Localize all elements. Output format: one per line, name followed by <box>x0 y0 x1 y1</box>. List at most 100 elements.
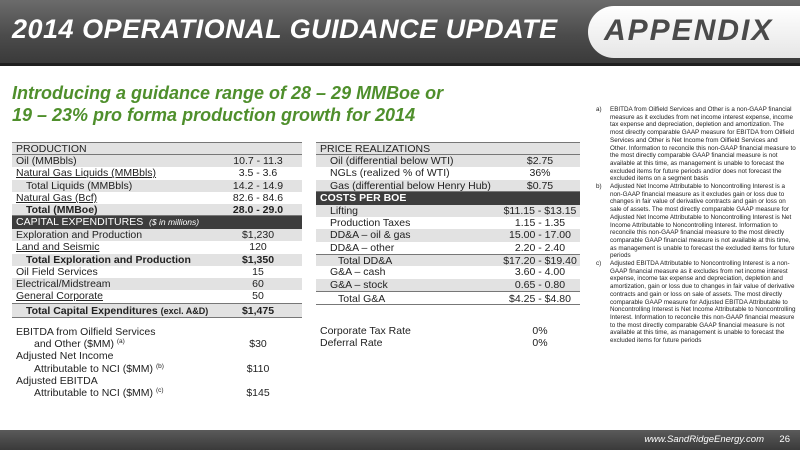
row-label: Oil (MMBbls) <box>16 155 77 167</box>
footnote-ref: (b) <box>155 362 164 370</box>
appendix-badge <box>588 6 800 58</box>
row-label: Total G&A <box>338 292 386 305</box>
row-label: NGLs (realized % of WTI) <box>330 167 450 180</box>
row-value: 2.20 - 2.40 <box>514 241 566 254</box>
table-row: Deferral Rate 0% <box>316 337 580 349</box>
footnote-ref: (c) <box>155 387 164 395</box>
table-row: EBITDA from Oilfield Services <box>12 326 302 338</box>
table-row: Total DD&A $17.20 - $19.40 <box>316 254 580 268</box>
footnotes: a) EBITDA from Oilfield Services and Oth… <box>596 106 796 345</box>
table-row: Gas (differential below Henry Hub) $0.75 <box>316 179 580 192</box>
row-label: Total Capital Expenditures (excl. A&D) <box>26 304 208 319</box>
headline-line-2: 19 – 23% pro forma production growth for… <box>12 105 416 125</box>
row-value: 0% <box>532 337 548 350</box>
website-link[interactable]: www.SandRidgeEnergy.com <box>644 434 764 445</box>
total-capex-suffix: (excl. A&D) <box>160 305 209 316</box>
row-label: Natural Gas Liquids (MMBbls) <box>16 167 157 180</box>
row-label: Natural Gas (Bcf) <box>16 191 98 204</box>
row-value: 3.60 - 4.00 <box>514 266 566 279</box>
row-value: $11.15 - $13.15 <box>503 204 577 217</box>
row-label: Attributable to NCI ($MM) (c) <box>34 387 164 399</box>
table-row: G&A – cash 3.60 - 4.00 <box>316 266 580 278</box>
row-label: DD&A – other <box>330 241 395 254</box>
row-label: G&A – cash <box>330 266 386 279</box>
row-label: Total Liquids (MMBbls) <box>26 179 133 192</box>
table-row: Adjusted Net Income <box>12 350 302 362</box>
row-label: Land and Seismic <box>16 241 100 254</box>
row-value: $1,350 <box>241 253 275 266</box>
row-label: Attributable to NCI ($MM) (b) <box>34 363 164 375</box>
table-row: Corporate Tax Rate 0% <box>316 325 580 337</box>
row-label: G&A – stock <box>330 278 388 291</box>
row-label-text: Attributable to NCI ($MM) <box>34 362 154 375</box>
row-label: Total DD&A <box>338 255 393 268</box>
table-row: Attributable to NCI ($MM) (c) $145 <box>12 387 302 399</box>
headline: Introducing a guidance range of 28 – 29 … <box>12 82 572 126</box>
row-value: 1.15 - 1.35 <box>514 217 566 230</box>
table-row: Adjusted EBITDA <box>12 375 302 387</box>
costs-per-boe-label: COSTS PER BOE <box>320 191 407 204</box>
row-label-text: Attributable to NCI ($MM) <box>34 387 154 400</box>
row-value: $17.20 - $19.40 <box>503 255 577 268</box>
table-row: Natural Gas Liquids (MMBbls) 3.5 - 3.6 <box>12 167 302 179</box>
row-label: Total Exploration and Production <box>26 253 191 266</box>
table-row: Attributable to NCI ($MM) (b) $110 <box>12 363 302 375</box>
row-value: 14.2 - 14.9 <box>232 179 284 192</box>
table-row: G&A – stock 0.65 - 0.80 <box>316 278 580 291</box>
slide-footer: www.SandRidgeEnergy.com 26 <box>0 430 800 450</box>
row-label: Exploration and Production <box>16 228 143 241</box>
row-value: 50 <box>252 290 264 303</box>
row-value: 60 <box>252 278 264 291</box>
table-row: Total Liquids (MMBbls) 14.2 - 14.9 <box>12 179 302 192</box>
table-row: NGLs (realized % of WTI) 36% <box>316 167 580 179</box>
row-value: $145 <box>246 387 270 400</box>
footnote-c: c) Adjusted EBITDA Attributable to Nonco… <box>596 260 796 345</box>
row-label: Adjusted Net Income <box>16 350 114 363</box>
row-label: Adjusted EBITDA <box>16 374 98 387</box>
table-row: Oil (differential below WTI) $2.75 <box>316 155 580 168</box>
table-row: Total G&A $4.25 - $4.80 <box>316 290 580 305</box>
row-value: $2.75 <box>526 155 554 167</box>
table-row: and Other ($MM) (a) $30 <box>12 338 302 350</box>
total-capex-label: Total Capital Expenditures <box>26 304 158 317</box>
row-label: Total (MMBoe) <box>26 204 98 217</box>
row-label: Deferral Rate <box>320 337 383 350</box>
row-label: General Corporate <box>16 290 103 303</box>
table-row: Exploration and Production $1,230 <box>12 228 302 242</box>
row-label: Lifting <box>330 204 359 217</box>
footnote-ref: (a) <box>116 338 125 346</box>
capex-header-label: CAPITAL EXPENDITURES <box>16 216 144 229</box>
row-value: $30 <box>249 338 267 351</box>
table-row: Electrical/Midstream 60 <box>12 278 302 291</box>
row-value: $110 <box>246 362 270 375</box>
table-row: Oil Field Services 15 <box>12 266 302 278</box>
footnote-b: b) Adjusted Net Income Attributable to N… <box>596 183 796 260</box>
slide-title: 2014 OPERATIONAL GUIDANCE UPDATE <box>12 14 558 44</box>
table-row: General Corporate 50 <box>12 290 302 302</box>
production-header: PRODUCTION <box>12 142 302 155</box>
row-value: 10.7 - 11.3 <box>233 155 283 167</box>
row-label: EBITDA from Oilfield Services <box>16 325 156 338</box>
capex-header: CAPITAL EXPENDITURES ($ in millions) <box>12 216 302 229</box>
row-value: 82.6 - 84.6 <box>232 191 284 204</box>
production-capex-table: PRODUCTION Oil (MMBbls) 10.7 - 11.3 Natu… <box>12 142 302 400</box>
price-costs-table: PRICE REALIZATIONS Oil (differential bel… <box>316 142 580 350</box>
footnote-key: c) <box>596 260 602 268</box>
footnote-text: Adjusted Net Income Attributable to Nonc… <box>610 183 795 260</box>
row-label: Oil (differential below WTI) <box>330 155 454 167</box>
row-value: 36% <box>529 167 551 180</box>
footnote-key: b) <box>596 183 602 191</box>
row-label: Oil Field Services <box>16 265 98 278</box>
footnote-a: a) EBITDA from Oilfield Services and Oth… <box>596 106 796 183</box>
price-realizations-label: PRICE REALIZATIONS <box>320 143 431 155</box>
headline-line-1: Introducing a guidance range of 28 – 29 … <box>12 83 444 103</box>
row-label-text: and Other ($MM) <box>34 338 114 351</box>
table-row: Total Exploration and Production $1,350 <box>12 253 302 266</box>
row-value: $0.75 <box>526 179 554 192</box>
table-row: Natural Gas (Bcf) 82.6 - 84.6 <box>12 192 302 204</box>
page-number: 26 <box>779 434 790 445</box>
table-row: Production Taxes 1.15 - 1.35 <box>316 217 580 229</box>
capex-header-note: ($ in millions) <box>149 217 200 228</box>
table-row: DD&A – other 2.20 - 2.40 <box>316 242 580 254</box>
row-value: 120 <box>249 241 267 254</box>
